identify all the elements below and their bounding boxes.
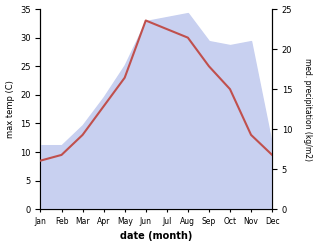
- Y-axis label: max temp (C): max temp (C): [5, 80, 15, 138]
- X-axis label: date (month): date (month): [120, 231, 192, 242]
- Y-axis label: med. precipitation (kg/m2): med. precipitation (kg/m2): [303, 58, 313, 161]
